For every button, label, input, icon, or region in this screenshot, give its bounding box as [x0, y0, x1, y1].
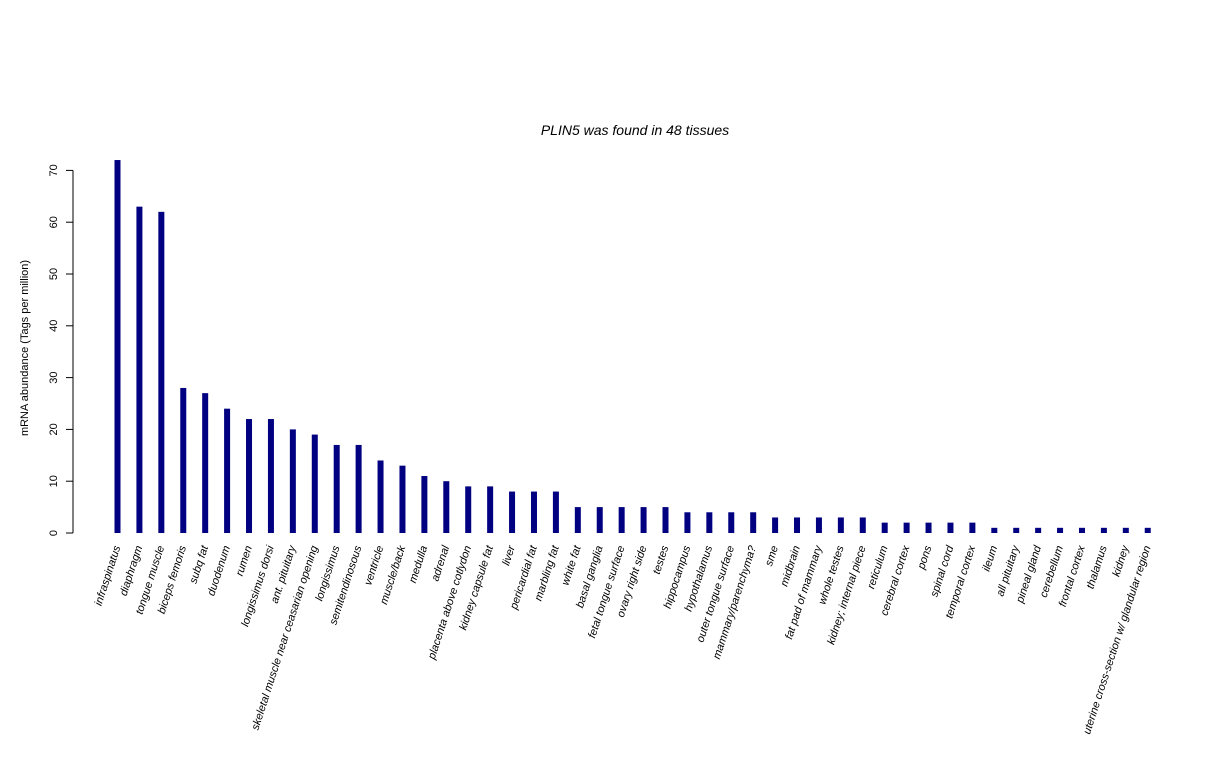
- bar-5: [224, 408, 231, 533]
- bar-45: [1100, 527, 1107, 533]
- y-tick-label: 10: [48, 475, 60, 487]
- x-tick-label-25: testes: [651, 544, 672, 576]
- bar-47: [1144, 527, 1151, 533]
- bar-30: [772, 517, 779, 533]
- y-tick-label: 40: [48, 320, 60, 332]
- bar-41: [1013, 527, 1020, 533]
- y-tick-label: 20: [48, 423, 60, 435]
- bar-44: [1078, 527, 1085, 533]
- y-axis: 0 10 20 30 40 50 60 70: [48, 164, 74, 536]
- bar-33: [837, 517, 844, 533]
- bar-14: [421, 476, 428, 533]
- chart-title: PLIN5 was found in 48 tissues: [541, 122, 729, 138]
- bar-21: [574, 507, 581, 533]
- bar-24: [640, 507, 647, 533]
- bar-31: [794, 517, 801, 533]
- bar-9: [311, 434, 318, 533]
- x-tick-label-0: infraspinatus: [93, 544, 124, 608]
- bar-46: [1122, 527, 1129, 533]
- bar-28: [728, 512, 735, 533]
- bar-43: [1057, 527, 1064, 533]
- bar-37: [925, 522, 932, 533]
- x-tick-label-6: rumen: [234, 544, 255, 577]
- y-axis-label: mRNA abundance (Tags per million): [19, 260, 31, 436]
- y-tick-label: 50: [48, 268, 60, 280]
- x-tick-label-40: ileum: [981, 544, 1001, 573]
- x-tick-label-14: medulla: [407, 544, 430, 584]
- bar-0: [114, 160, 121, 534]
- bar-1: [136, 206, 143, 533]
- x-tick-label-30: sme: [763, 544, 781, 567]
- x-tick-label-35: reticulum: [865, 544, 890, 590]
- bar-35: [881, 522, 888, 533]
- bar-42: [1035, 527, 1042, 533]
- x-tick-label-37: pons: [915, 544, 934, 572]
- bar-22: [596, 507, 603, 533]
- bar-25: [662, 507, 669, 533]
- bar-6: [246, 419, 253, 533]
- bar-19: [530, 491, 537, 533]
- bar-39: [969, 522, 976, 533]
- x-tick-label-12: ventricle: [362, 544, 386, 587]
- bar-3: [180, 387, 187, 533]
- x-tick-label-45: thalamus: [1085, 544, 1110, 591]
- bar-17: [487, 486, 494, 533]
- bar-8: [289, 429, 296, 533]
- x-tick-label-46: kidney: [1110, 543, 1132, 578]
- x-tick-label-15: adrenal: [429, 544, 452, 583]
- y-tick-label: 0: [48, 530, 60, 536]
- y-tick-label: 30: [48, 371, 60, 383]
- x-tick-label-18: liver: [500, 543, 518, 567]
- bar-7: [267, 419, 274, 533]
- bar-34: [859, 517, 866, 533]
- bar-16: [465, 486, 472, 533]
- bar-13: [399, 465, 406, 533]
- bar-12: [377, 460, 384, 533]
- bars: [114, 160, 1151, 534]
- bar-38: [947, 522, 954, 533]
- bar-29: [750, 512, 757, 533]
- bar-40: [991, 527, 998, 533]
- x-tick-label-31: midbrain: [778, 544, 802, 588]
- bar-27: [706, 512, 713, 533]
- bar-10: [333, 444, 340, 533]
- bar-18: [509, 491, 516, 533]
- bar-26: [684, 512, 691, 533]
- y-tick-label: 60: [48, 216, 60, 228]
- bar-15: [443, 481, 450, 533]
- x-tick-label-21: white fat: [560, 543, 584, 587]
- bar-2: [158, 211, 165, 533]
- x-tick-label-4: subq fat: [188, 543, 212, 585]
- bar-20: [552, 491, 559, 533]
- bar-36: [903, 522, 910, 533]
- bar-4: [202, 393, 209, 533]
- y-tick-label: 70: [48, 164, 60, 176]
- bar-11: [355, 444, 362, 533]
- bar-23: [618, 507, 625, 533]
- bar-32: [815, 517, 822, 533]
